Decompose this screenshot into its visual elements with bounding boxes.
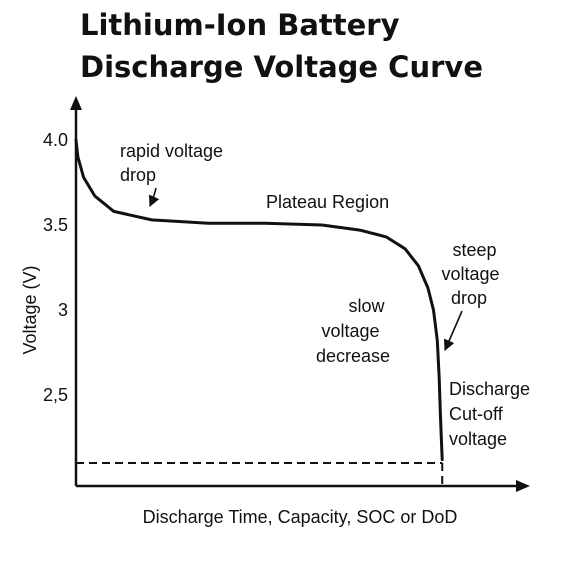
x-axis-label: Discharge Time, Capacity, SOC or DoD bbox=[143, 507, 458, 527]
discharge-curve bbox=[74, 138, 444, 462]
annotation-cutoff-line-2: Cut-off bbox=[449, 404, 504, 424]
chart-title-line-1: Lithium-Ion Battery bbox=[80, 8, 400, 42]
annotation-plateau-line-1: Plateau Region bbox=[266, 192, 389, 212]
annotation-rapid-arrow bbox=[148, 187, 160, 208]
annotation-rapid-line-2: drop bbox=[120, 165, 156, 185]
annotation-slow-voltage-decrease: slow voltage decrease bbox=[316, 296, 390, 366]
annotation-cutoff-line-3: voltage bbox=[449, 429, 507, 449]
annotation-steep-line-3: drop bbox=[451, 288, 487, 308]
chart-title-line-2: Discharge Voltage Curve bbox=[80, 50, 483, 84]
annotation-slow-line-2: voltage bbox=[321, 321, 379, 341]
annotation-steep-arrow bbox=[443, 310, 463, 352]
y-tick-label: 3 bbox=[58, 300, 68, 320]
annotation-slow-line-3: decrease bbox=[316, 346, 390, 366]
annotation-rapid-voltage-drop: rapid voltage drop bbox=[120, 141, 228, 185]
y-tick-label: 2,5 bbox=[43, 385, 68, 405]
annotation-slow-line-1: slow bbox=[348, 296, 385, 316]
annotation-steep-line-1: steep bbox=[452, 240, 496, 260]
annotation-steep-voltage-drop: steep voltage drop bbox=[441, 240, 504, 308]
annotation-cutoff-line-1: Discharge bbox=[449, 379, 530, 399]
y-axis-arrowhead bbox=[70, 96, 82, 110]
chart-title: Lithium-Ion Battery Discharge Voltage Cu… bbox=[80, 4, 483, 88]
y-tick-label: 3.5 bbox=[43, 215, 68, 235]
annotation-rapid-line-1: rapid voltage bbox=[120, 141, 223, 161]
annotation-cutoff-voltage: Discharge Cut-off voltage bbox=[449, 379, 535, 449]
y-tick-label: 4.0 bbox=[43, 130, 68, 150]
annotation-plateau-region: Plateau Region bbox=[266, 192, 389, 212]
y-tick-labels: 4.0 3.5 3 2,5 bbox=[43, 130, 68, 405]
y-axis-label: Voltage (V) bbox=[20, 265, 40, 354]
x-axis-arrowhead bbox=[516, 480, 530, 492]
annotation-steep-line-2: voltage bbox=[441, 264, 499, 284]
